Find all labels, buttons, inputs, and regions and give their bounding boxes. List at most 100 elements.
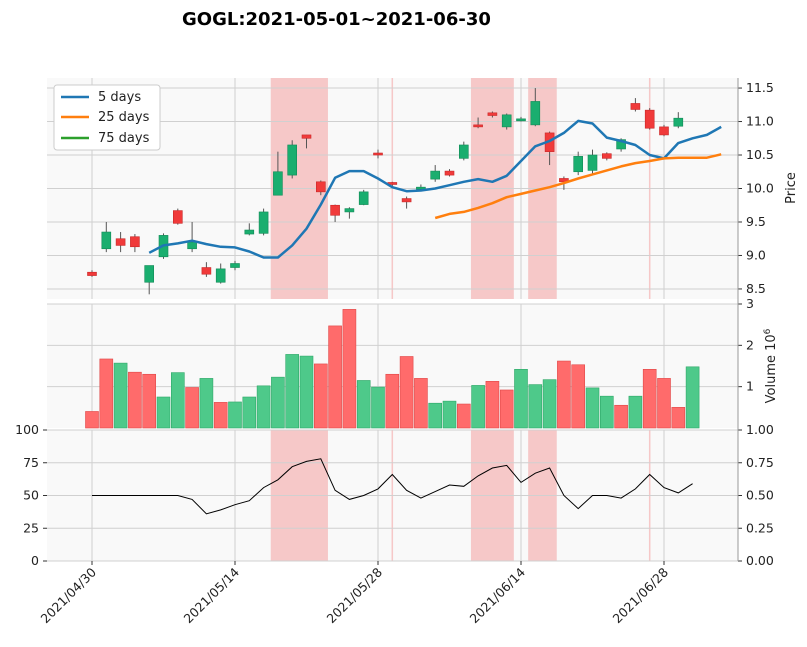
price-tick-label: 11.5: [746, 80, 774, 95]
candle-body: [87, 271, 97, 276]
candle-body: [201, 267, 212, 275]
ratio-right-tick-label: 0.00: [746, 553, 774, 568]
price-axis-label: Price: [784, 172, 799, 204]
volume-bar: [642, 369, 657, 429]
volume-bar: [442, 400, 457, 429]
volume-bar: [85, 411, 99, 429]
volume-bar: [657, 378, 671, 429]
volume-bar: [285, 354, 300, 429]
volume-bar: [113, 362, 128, 429]
ratio-right-tick-label: 1.00: [746, 422, 774, 437]
ratio-right-tick-label: 0.75: [746, 455, 774, 470]
candle-body: [630, 103, 641, 110]
volume-bar: [542, 379, 557, 429]
legend: 5 days 25 days 75 days: [53, 84, 161, 151]
volume-bar: [313, 363, 328, 429]
x-tick-label: 2021/05/28: [324, 564, 386, 626]
candle-body: [344, 208, 355, 213]
volume-bar: [271, 376, 285, 429]
candle-body: [430, 170, 441, 180]
volume-bar: [685, 366, 700, 429]
candle-body: [416, 186, 426, 190]
volume-bar: [242, 396, 257, 429]
volume-tick-label: 1: [746, 379, 754, 394]
candle-body: [301, 134, 312, 139]
candle-body: [373, 152, 383, 156]
candle-body: [187, 241, 197, 250]
moving-averages: [148, 119, 722, 259]
candle-body: [473, 124, 483, 128]
candle-body: [587, 154, 598, 171]
volume-bar: [385, 373, 400, 429]
volume-bar: [256, 385, 271, 429]
ma-line-5-days: [148, 119, 722, 259]
volume-bar: [99, 358, 114, 429]
volume-bar: [228, 401, 242, 429]
volume-bar: [514, 369, 528, 429]
candle-body: [487, 112, 498, 116]
volume-bars: [85, 309, 700, 429]
candle-body: [230, 263, 240, 268]
volume-bar: [342, 309, 357, 429]
price-tick-label: 9.0: [746, 247, 766, 262]
candle-body: [315, 181, 326, 193]
volume-bar: [614, 404, 628, 429]
volume-bar: [471, 385, 485, 429]
ratio-line: [92, 458, 693, 515]
volume-tick-label: 3: [746, 296, 754, 311]
candle-body: [444, 170, 455, 176]
candle-body: [258, 211, 269, 234]
volume-bar: [485, 380, 500, 429]
candle-body: [644, 109, 655, 129]
candle-body: [501, 114, 512, 128]
chart-title: GOGL:2021-05-01~2021-06-30: [182, 9, 491, 30]
price-tick-label: 10.5: [746, 147, 774, 162]
candle-body: [101, 231, 112, 250]
volume-bar: [428, 402, 443, 429]
volume-axis-label: Volume 106: [763, 328, 779, 403]
volume-bar: [328, 325, 342, 429]
volume-bar: [557, 360, 571, 429]
ratio-right-tick-label: 0.25: [746, 520, 774, 535]
x-tick-label: 2021/05/14: [181, 564, 243, 626]
price-tick-label: 8.5: [746, 281, 766, 296]
legend-label-25-days: 25 days: [98, 110, 150, 125]
volume-bar: [199, 378, 214, 429]
volume-bar: [356, 380, 371, 429]
price-tick-label: 9.5: [746, 214, 766, 229]
legend-label-5-days: 5 days: [98, 90, 141, 105]
volume-bar: [414, 378, 428, 429]
candle-body: [601, 153, 612, 159]
volume-bar: [499, 389, 514, 429]
legend-label-75-days: 75 days: [98, 131, 150, 146]
volume-tick-label: 2: [746, 337, 754, 352]
candle-body: [673, 117, 684, 127]
volume-bar: [671, 407, 686, 429]
candle-body: [616, 139, 626, 150]
candle-body: [115, 238, 126, 246]
volume-bar: [128, 371, 142, 429]
candle-body: [130, 236, 140, 248]
candle-body: [215, 268, 226, 283]
candlesticks: [87, 88, 684, 295]
legend-box: [53, 84, 161, 151]
price-tick-label: 10.0: [746, 181, 774, 196]
candle-body: [273, 171, 283, 196]
candle-body: [401, 198, 412, 203]
volume-bar: [399, 356, 414, 429]
ratio-left-tick-label: 75: [23, 455, 39, 470]
volume-bar: [185, 387, 199, 429]
volume-bar: [213, 402, 228, 429]
ratio-right-tick-label: 0.50: [746, 488, 774, 503]
x-tick-label: 2021/04/30: [38, 564, 100, 626]
ratio-series-line: [92, 458, 693, 515]
candle-body: [358, 191, 369, 205]
candle-body: [530, 101, 541, 126]
volume-bar: [171, 372, 185, 429]
volume-bar: [628, 395, 643, 429]
volume-bar: [599, 395, 614, 429]
x-tick-label: 2021/06/28: [610, 564, 672, 626]
volume-bar: [156, 396, 171, 429]
candle-body: [287, 144, 298, 176]
